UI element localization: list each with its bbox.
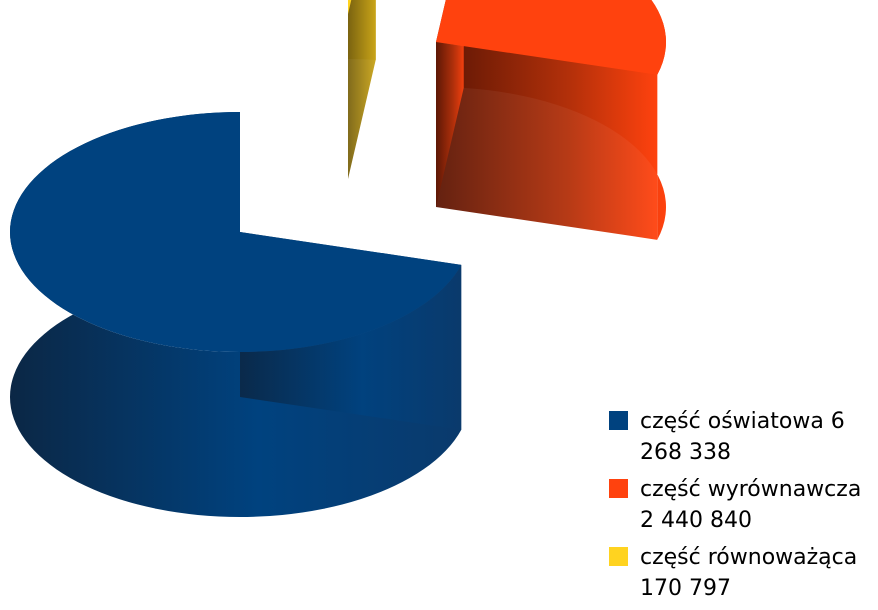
chart-legend: część oświatowa 6 268 338 część wyrównaw… (609, 406, 875, 610)
legend-item-rownowazaca: część równoważąca 170 797 (609, 542, 875, 604)
legend-item-oswiatowa: część oświatowa 6 268 338 (609, 406, 875, 468)
pie-slice-rownowazaca (348, 0, 352, 14)
legend-swatch-rownowazaca (609, 547, 628, 566)
legend-label-rownowazaca: część równoważąca 170 797 (640, 545, 858, 601)
legend-swatch-oswiatowa (609, 411, 628, 430)
legend-label-oswiatowa: część oświatowa 6 268 338 (640, 409, 845, 465)
pie-slices (9, 0, 666, 517)
legend-swatch-wyrownawcza (609, 479, 628, 498)
legend-item-wyrownawcza: część wyrównawcza 2 440 840 (609, 474, 875, 536)
pie-slice-oswiatowa (9, 112, 462, 353)
pie-slice-wall2-wyrownawcza (436, 0, 464, 207)
legend-label-wyrownawcza: część wyrównawcza 2 440 840 (640, 477, 862, 533)
pie-slice-wyrownawcza (436, 0, 666, 75)
pie-slice-wall-wyrownawcza (436, 42, 658, 240)
pie-slice-wall-rownowazaca (348, 0, 376, 179)
